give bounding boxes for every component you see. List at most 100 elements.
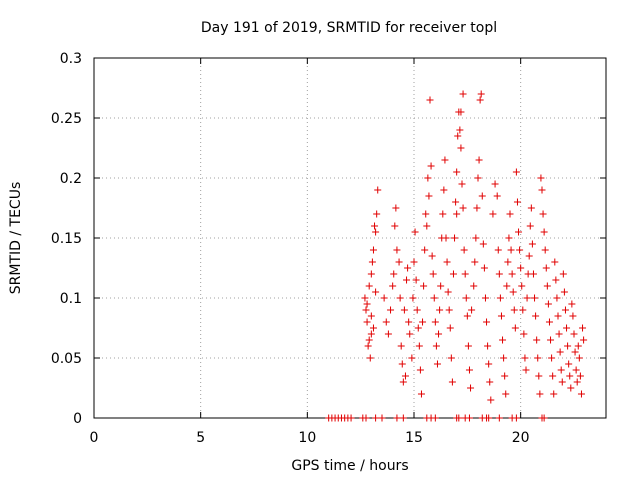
data-point (362, 414, 370, 422)
data-point (545, 318, 553, 326)
data-point (368, 258, 376, 266)
data-point (536, 390, 544, 398)
data-point (399, 378, 407, 386)
data-point (516, 246, 524, 254)
data-point (483, 318, 491, 326)
data-point (440, 186, 448, 194)
y-tick-label: 0.05 (51, 351, 82, 367)
data-point (523, 294, 531, 302)
data-point (415, 342, 423, 350)
data-point (487, 396, 495, 404)
data-point (501, 372, 509, 380)
data-point (436, 306, 444, 314)
data-point (422, 210, 430, 218)
data-point (496, 294, 504, 302)
data-point (448, 378, 456, 386)
data-point (449, 270, 457, 278)
data-point (512, 168, 520, 176)
data-point (371, 222, 379, 230)
y-tick-label: 0.2 (60, 171, 82, 187)
data-point (387, 306, 395, 314)
data-point (542, 264, 550, 272)
data-point (548, 354, 556, 362)
y-tick-label: 0.3 (60, 51, 82, 67)
data-point (367, 330, 375, 338)
data-point (559, 270, 567, 278)
data-point (577, 390, 585, 398)
data-point (433, 360, 441, 368)
data-point (457, 144, 465, 152)
data-point (526, 222, 534, 230)
data-point (431, 414, 439, 422)
data-point (569, 312, 577, 320)
data-point (454, 132, 462, 140)
data-point (509, 288, 517, 296)
data-point (510, 306, 518, 314)
data-point (504, 258, 512, 266)
data-point (429, 270, 437, 278)
data-point (538, 186, 546, 194)
data-point (451, 234, 459, 242)
data-point (372, 228, 380, 236)
data-point (459, 90, 467, 98)
data-point (397, 342, 405, 350)
data-point (380, 294, 388, 302)
data-point (400, 306, 408, 314)
data-point (390, 270, 398, 278)
data-point (544, 300, 552, 308)
data-point (365, 282, 373, 290)
data-point (374, 186, 382, 194)
data-point (455, 414, 463, 422)
data-point (452, 198, 460, 206)
data-point (456, 126, 464, 134)
data-point (361, 294, 369, 302)
data-point (437, 282, 445, 290)
data-point (481, 294, 489, 302)
x-tick-label: 15 (405, 430, 423, 446)
data-point (503, 282, 511, 290)
data-point (534, 354, 542, 362)
axis-ticks: 0 5 10 15 20 0 0.05 0.1 0.15 0.2 0.25 0.3 (51, 51, 606, 446)
data-point (467, 384, 475, 392)
data-point (478, 192, 486, 200)
data-point (517, 264, 525, 272)
x-tick-label: 0 (90, 430, 99, 446)
data-point (428, 252, 436, 260)
data-points (325, 90, 588, 422)
data-point (574, 342, 582, 350)
data-point (576, 372, 584, 380)
data-point (460, 246, 468, 254)
data-point (573, 378, 581, 386)
data-point (474, 174, 482, 182)
data-point (486, 378, 494, 386)
data-point (382, 318, 390, 326)
data-point (472, 234, 480, 242)
data-point (519, 306, 527, 314)
data-point (471, 258, 479, 266)
data-point (459, 204, 467, 212)
data-point (468, 306, 476, 314)
data-point (393, 246, 401, 254)
data-point (571, 348, 579, 356)
data-point (412, 276, 420, 284)
y-tick-label: 0.1 (60, 291, 82, 307)
data-point (364, 342, 372, 350)
data-point (362, 306, 370, 314)
data-point (564, 342, 572, 350)
data-point (512, 414, 520, 422)
data-point (462, 294, 470, 302)
data-point (411, 228, 419, 236)
data-point (518, 282, 526, 290)
data-point (366, 354, 374, 362)
data-point (406, 330, 414, 338)
data-point (365, 336, 373, 344)
data-point (552, 276, 560, 284)
data-point (372, 414, 380, 422)
data-point (403, 276, 411, 284)
data-point (410, 258, 418, 266)
data-point (430, 294, 438, 302)
data-point (500, 354, 508, 362)
data-point (384, 330, 392, 338)
data-point (391, 222, 399, 230)
data-point (441, 156, 449, 164)
